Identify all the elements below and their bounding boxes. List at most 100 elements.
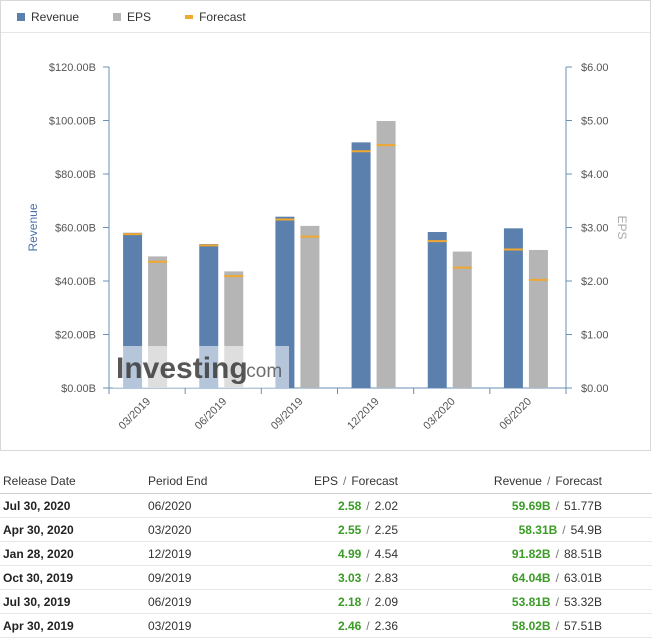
table-row: Oct 30, 2019 09/2019 3.03 / 2.83 64.04B / 63.01… — [0, 566, 652, 590]
right-tick-label: $4.00 — [581, 169, 609, 181]
cell-period-end: 12/2019 — [148, 546, 192, 561]
header-period-end[interactable]: Period End — [148, 473, 208, 488]
cell-eps-actual: 2.58 — [337, 498, 362, 513]
right-tick-label: $0.00 — [581, 383, 609, 395]
cell-release-date: Jul 30, 2020 — [3, 498, 71, 513]
cell-revenue-forecast: 63.01B — [563, 570, 602, 585]
cell-revenue-forecast: 57.51B — [563, 618, 602, 633]
right-tick-label: $3.00 — [581, 223, 609, 235]
cell-revenue-actual: 58.02B — [511, 618, 551, 633]
cell-release-date: Apr 30, 2019 — [3, 618, 74, 633]
cell-eps: 2.58 / 2.02 — [268, 499, 404, 513]
x-tick-label: 06/2019 — [193, 396, 230, 433]
chart-legend: Revenue EPS Forecast — [1, 1, 650, 33]
cell-period-end: 03/2019 — [148, 618, 192, 633]
cell-revenue-forecast: 54.9B — [570, 522, 602, 537]
header-revenue-forecast-label: Forecast — [555, 473, 602, 488]
header-eps-forecast-label: Forecast — [351, 473, 398, 488]
x-tick-label: 06/2020 — [497, 396, 534, 433]
legend-item-eps[interactable]: EPS — [113, 10, 151, 24]
legend-item-forecast[interactable]: Forecast — [185, 10, 246, 24]
cell-eps: 4.99 / 4.54 — [268, 547, 404, 561]
watermark-backdrop — [113, 346, 289, 388]
cell-eps-actual: 2.18 — [337, 594, 362, 609]
cell-eps-actual: 3.03 — [337, 570, 362, 585]
forecast-swatch — [185, 14, 194, 19]
x-tick-label: 12/2019 — [345, 396, 382, 433]
cell-revenue-forecast: 51.77B — [563, 498, 602, 513]
eps-swatch — [113, 12, 122, 21]
header-eps-separator: / — [342, 473, 347, 488]
cell-revenue-actual: 53.81B — [511, 594, 551, 609]
legend-item-revenue[interactable]: Revenue — [17, 10, 79, 24]
x-tick-label: 09/2019 — [269, 396, 306, 433]
right-tick-label: $6.00 — [581, 62, 609, 74]
revenue-bar — [351, 142, 371, 388]
right-tick-label: $1.00 — [581, 330, 609, 342]
x-tick-label: 03/2019 — [117, 396, 154, 433]
cell-eps: 2.46 / 2.36 — [268, 619, 404, 633]
cell-revenue-separator: / — [555, 570, 559, 585]
table-row: Apr 30, 2020 03/2020 2.55 / 2.25 58.31B / 54.9B — [0, 518, 652, 542]
earnings-chart-panel: Revenue EPS Forecast $0.00B $20.00B $40.00… — [0, 0, 651, 451]
cell-period-end: 06/2019 — [148, 594, 192, 609]
cell-eps-separator: / — [366, 522, 370, 537]
table-row: Apr 30, 2019 03/2019 2.46 / 2.36 58.02B / 57.51… — [0, 614, 652, 638]
cell-release-date: Jan 28, 2020 — [3, 546, 74, 561]
left-tick-label: $0.00B — [61, 383, 96, 395]
legend-label-forecast: Forecast — [199, 9, 246, 24]
cell-eps: 3.03 / 2.83 — [268, 571, 404, 585]
cell-revenue-actual: 91.82B — [511, 546, 551, 561]
cell-eps-forecast: 2.25 — [374, 522, 398, 537]
earnings-table: Release Date Period End EPS / Forecast Rev… — [0, 468, 652, 638]
left-tick-label: $60.00B — [55, 223, 96, 235]
left-tick-label: $100.00B — [49, 116, 96, 128]
eps-bar — [528, 249, 548, 388]
cell-revenue-forecast: 88.51B — [563, 546, 602, 561]
watermark-suffix: .com — [241, 361, 282, 382]
header-eps-label: EPS — [313, 473, 338, 488]
legend-label-revenue: Revenue — [31, 9, 80, 24]
table-row: Jul 30, 2019 06/2019 2.18 / 2.09 53.81B / 53.32… — [0, 590, 652, 614]
cell-revenue-actual: 58.31B — [518, 522, 558, 537]
cell-revenue: 58.02B / 57.51B — [404, 619, 650, 633]
cell-eps-forecast: 2.09 — [374, 594, 398, 609]
eps-bar — [452, 251, 472, 388]
cell-revenue-actual: 59.69B — [511, 498, 551, 513]
watermark-logo: Investing — [116, 352, 248, 385]
header-revenue[interactable]: Revenue / Forecast — [404, 474, 650, 488]
cell-eps-separator: / — [366, 618, 370, 633]
cell-eps-forecast: 2.36 — [374, 618, 398, 633]
eps-bar — [376, 121, 396, 388]
header-eps[interactable]: EPS / Forecast — [268, 474, 404, 488]
left-tick-label: $40.00B — [55, 276, 96, 288]
table-body: Jul 30, 2020 06/2020 2.58 / 2.02 59.69B / 51.77… — [0, 494, 652, 638]
cell-eps-separator: / — [366, 498, 370, 513]
cell-revenue: 59.69B / 51.77B — [404, 499, 650, 513]
eps-bar — [300, 225, 320, 388]
cell-eps-actual: 4.99 — [337, 546, 362, 561]
header-release-date[interactable]: Release Date — [3, 473, 76, 488]
right-tick-label: $2.00 — [581, 276, 609, 288]
cell-revenue-actual: 64.04B — [511, 570, 551, 585]
cell-release-date: Apr 30, 2020 — [3, 522, 74, 537]
table-row: Jul 30, 2020 06/2020 2.58 / 2.02 59.69B / 51.77… — [0, 494, 652, 518]
cell-eps-separator: / — [366, 570, 370, 585]
cell-eps-actual: 2.46 — [337, 618, 362, 633]
cell-revenue-separator: / — [555, 546, 559, 561]
cell-revenue: 53.81B / 53.32B — [404, 595, 650, 609]
left-tick-label: $20.00B — [55, 330, 96, 342]
cell-eps-forecast: 2.83 — [374, 570, 398, 585]
cell-release-date: Oct 30, 2019 — [3, 570, 74, 585]
revenue-bar — [503, 228, 523, 388]
earnings-bar-chart: $0.00B $20.00B $40.00B $60.00B $80.00B $100.0… — [26, 62, 629, 433]
cell-revenue: 64.04B / 63.01B — [404, 571, 650, 585]
revenue-swatch — [17, 12, 25, 21]
left-tick-label: $120.00B — [49, 62, 96, 74]
legend-label-eps: EPS — [127, 9, 152, 24]
x-tick-label: 03/2020 — [421, 396, 458, 433]
left-axis-title: Revenue — [26, 203, 40, 251]
cell-revenue: 58.31B / 54.9B — [404, 523, 650, 537]
right-axis-title: EPS — [615, 215, 629, 239]
cell-period-end: 09/2019 — [148, 570, 192, 585]
